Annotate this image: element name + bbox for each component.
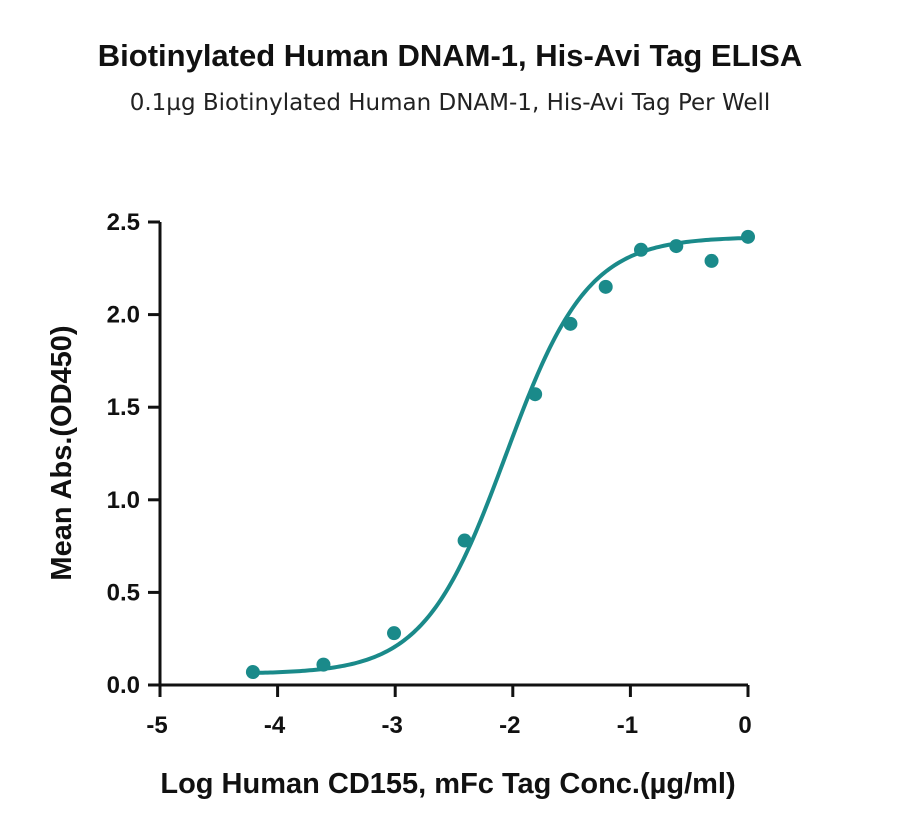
data-point xyxy=(457,533,472,548)
data-point xyxy=(669,239,684,254)
y-tick-label: 2.0 xyxy=(107,302,140,329)
chart-title: Biotinylated Human DNAM-1, His-Avi Tag E… xyxy=(97,38,803,73)
y-tick-label: 0.0 xyxy=(107,672,140,699)
y-tick-label: 1.5 xyxy=(107,394,140,421)
x-tick-label: -4 xyxy=(264,712,286,739)
x-tick-label: -5 xyxy=(146,712,167,739)
data-point xyxy=(704,253,719,268)
x-tick-label: 0 xyxy=(738,712,751,739)
y-tick-label: 2.5 xyxy=(107,209,140,236)
y-tick-label: 0.5 xyxy=(107,579,140,606)
data-point xyxy=(387,626,402,641)
data-points-layer xyxy=(245,229,755,680)
fit-curve xyxy=(250,235,750,675)
fit-curve-layer xyxy=(250,235,750,675)
x-tick-label: -1 xyxy=(617,712,638,739)
data-point xyxy=(316,657,331,672)
data-point xyxy=(245,665,260,680)
data-point xyxy=(528,387,543,402)
data-point xyxy=(598,279,613,294)
x-tick-label: -3 xyxy=(382,712,403,739)
y-tick-label: 1.0 xyxy=(107,487,140,514)
x-tick-label: -2 xyxy=(499,712,520,739)
chart-subtitle: 0.1µg Biotinylated Human DNAM-1, His-Avi… xyxy=(129,90,771,116)
data-point xyxy=(563,316,578,331)
axes: 0.0 0.5 1.0 1.5 2.0 2.5 -5 -4 -3 -2 -1 0 xyxy=(107,209,752,739)
x-axis-label: Log Human CD155, mFc Tag Conc.(µg/ml) xyxy=(160,768,735,800)
data-point xyxy=(633,242,648,257)
data-point xyxy=(741,229,755,244)
y-axis-label: Mean Abs.(OD450) xyxy=(46,325,78,580)
